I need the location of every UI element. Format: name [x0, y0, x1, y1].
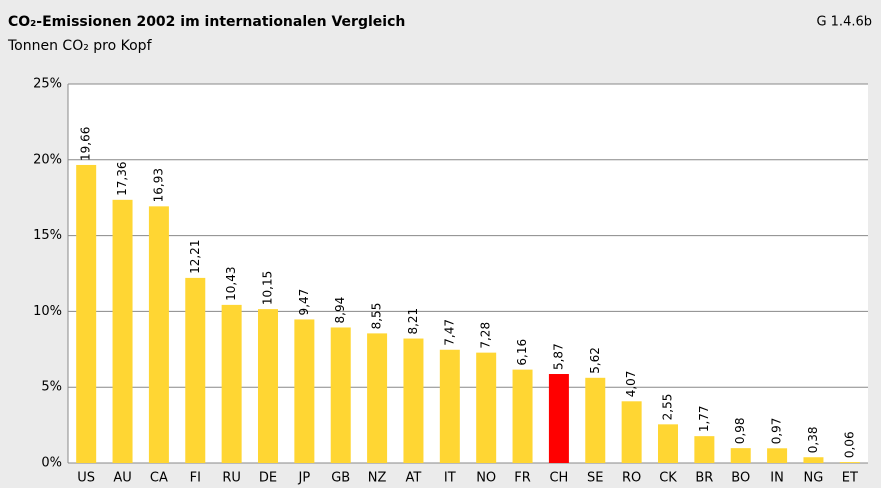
bar: [658, 424, 678, 463]
bar: [548, 374, 569, 463]
value-label: 6,16: [515, 339, 529, 366]
x-tick-label: AT: [406, 471, 422, 486]
x-tick-label: NO: [476, 471, 496, 486]
value-label: 9,47: [297, 289, 311, 316]
value-label: 8,94: [333, 297, 347, 324]
x-tick-label: IT: [444, 471, 456, 486]
x-tick-label: BR: [695, 471, 713, 486]
bar: [367, 333, 388, 463]
value-label: 12,21: [188, 240, 202, 274]
x-tick-label: FI: [190, 471, 201, 486]
value-label: 10,15: [261, 271, 275, 305]
value-label: 1,77: [697, 405, 711, 432]
bar: [512, 369, 533, 463]
value-label: 5,87: [551, 343, 565, 370]
x-tick-label: IN: [770, 471, 784, 486]
bar: [694, 436, 715, 463]
y-tick-label: 20%: [33, 152, 62, 167]
bar: [221, 304, 242, 463]
value-label: 0,97: [770, 418, 784, 445]
x-tick-label: US: [77, 471, 95, 486]
chart-title: CO₂-Emissionen 2002 im internationalen V…: [8, 14, 405, 30]
x-tick-label: CA: [150, 471, 168, 486]
bar: [839, 462, 860, 463]
x-tick-label: BO: [731, 471, 750, 486]
value-label: 0,98: [733, 417, 747, 444]
x-tick-label: NZ: [368, 471, 387, 486]
value-label: 17,36: [115, 161, 129, 195]
x-tick-label: CH: [549, 471, 568, 486]
value-label: 8,55: [370, 303, 384, 330]
bar: [112, 199, 133, 464]
bar: [439, 349, 460, 463]
bar: [730, 448, 751, 463]
bar: [767, 448, 788, 463]
x-tick-label: CK: [659, 471, 677, 486]
value-label: 10,43: [224, 267, 238, 301]
bar: [185, 277, 206, 463]
x-tick-label: JP: [298, 471, 311, 486]
bar: [330, 327, 351, 463]
x-tick-label: FR: [514, 471, 531, 486]
y-tick-label: 15%: [33, 228, 62, 243]
value-label: 0,38: [806, 427, 820, 454]
chart-subtitle: Tonnen CO₂ pro Kopf: [7, 38, 153, 54]
value-label: 5,62: [588, 347, 602, 374]
y-tick-label: 5%: [41, 380, 62, 395]
y-tick-label: 25%: [33, 77, 62, 92]
x-tick-label: GB: [331, 471, 350, 486]
bar: [294, 319, 315, 463]
value-label: 16,93: [151, 168, 165, 202]
value-label: 0,06: [842, 431, 856, 458]
x-tick-label: RU: [222, 471, 241, 486]
value-label: 7,47: [442, 319, 456, 346]
chart-code: G 1.4.6b: [816, 15, 872, 30]
bar: [148, 206, 169, 464]
bar: [803, 457, 824, 463]
x-tick-label: AU: [113, 471, 131, 486]
x-tick-label: RO: [622, 471, 641, 486]
x-tick-label: DE: [259, 471, 277, 486]
bar: [585, 377, 606, 463]
bar: [403, 338, 424, 463]
value-label: 2,55: [661, 394, 675, 421]
x-tick-label: SE: [587, 471, 603, 486]
bar: [621, 401, 642, 463]
x-tick-label: ET: [842, 471, 858, 486]
x-tick-label: NG: [804, 471, 824, 486]
y-tick-label: 10%: [33, 304, 62, 319]
y-tick-label: 0%: [41, 456, 62, 471]
value-label: 19,66: [79, 127, 93, 161]
value-label: 8,21: [406, 308, 420, 335]
value-label: 4,07: [624, 371, 638, 398]
bar: [76, 164, 97, 463]
value-label: 7,28: [479, 322, 493, 349]
bar: [476, 352, 497, 463]
bar: [258, 309, 278, 463]
